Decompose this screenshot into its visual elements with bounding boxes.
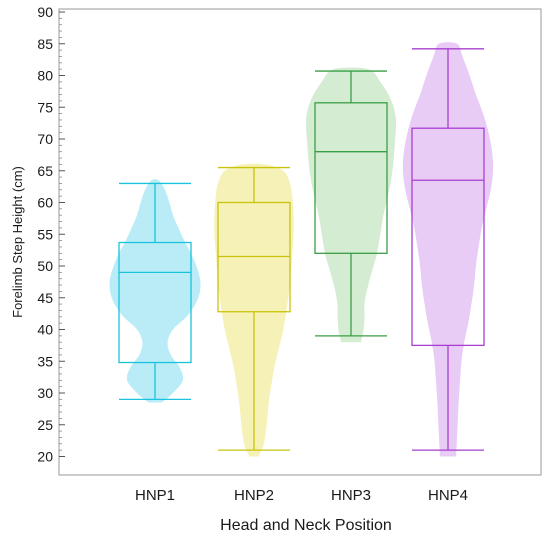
violin-hnp4: [402, 42, 494, 457]
y-tick-label: 90: [37, 4, 53, 20]
y-tick-label: 55: [37, 226, 53, 242]
boxplot-hnp4: [411, 48, 485, 451]
x-tick-label: HNP4: [428, 487, 468, 504]
plot-frame: [58, 8, 542, 476]
y-tick-label: 75: [37, 99, 53, 115]
boxplot-hnp2: [217, 166, 291, 451]
iqr-box: [118, 241, 192, 364]
y-tick-label: 35: [37, 353, 53, 369]
y-tick-label: 50: [37, 258, 53, 274]
y-axis-title: Forelimb Step Height (cm): [10, 166, 25, 318]
iqr-box: [411, 127, 485, 347]
y-tick-label: 30: [37, 385, 53, 401]
y-tick-label: 60: [37, 195, 53, 211]
y-tick-label: 65: [37, 163, 53, 179]
x-tick-label: HNP1: [135, 487, 175, 504]
x-tick-label: HNP3: [331, 487, 371, 504]
iqr-box: [314, 102, 388, 254]
y-tick-label: 40: [37, 322, 53, 338]
y-axis: 20 25 30 35 40 45 50 55 60 65 70 75 80 85 90: [37, 4, 65, 465]
violin-hnp3: [305, 67, 397, 343]
x-tick-label: HNP2: [234, 487, 274, 504]
x-axis: HNP1 HNP2 HNP3 HNP4: [135, 487, 468, 504]
x-axis-title: Head and Neck Position: [220, 517, 392, 534]
y-tick-label: 25: [37, 417, 53, 433]
y-tick-label: 80: [37, 68, 53, 84]
violin-hnp2: [214, 163, 294, 457]
y-tick-label: 45: [37, 290, 53, 306]
box-layer: [118, 48, 485, 451]
violin-hnp1: [109, 179, 201, 403]
violin-layer: [109, 42, 494, 457]
y-tick-label: 85: [37, 36, 53, 52]
boxplot-hnp3: [314, 70, 388, 337]
y-tick-label: 20: [37, 449, 53, 465]
boxplot-hnp1: [118, 182, 192, 401]
y-tick-label: 70: [37, 131, 53, 147]
